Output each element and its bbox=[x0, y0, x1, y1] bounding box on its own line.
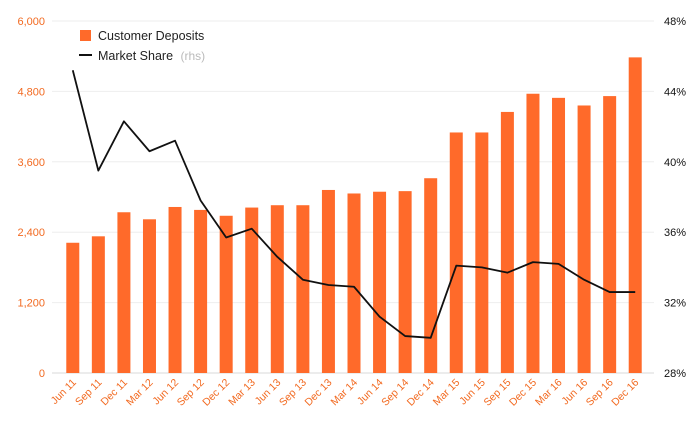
bar-sep-13 bbox=[296, 205, 310, 373]
left-axis-ticks: 0 1,200 2,400 3,600 4,800 6,000 bbox=[17, 16, 45, 380]
bar-sep-11 bbox=[91, 236, 105, 373]
bar-dec-13 bbox=[321, 189, 335, 373]
x-tick-label: Mar 16 bbox=[533, 377, 565, 409]
bar-mar-15 bbox=[449, 132, 463, 373]
left-tick-label: 0 bbox=[39, 368, 45, 380]
legend-label-market-share-name: Market Share bbox=[98, 49, 173, 63]
x-tick-label: Dec 15 bbox=[507, 377, 539, 409]
x-tick-label: Dec 16 bbox=[609, 377, 641, 409]
x-tick-label: Sep 12 bbox=[175, 377, 207, 409]
bar-sep-15 bbox=[500, 111, 514, 373]
right-tick-label: 32% bbox=[664, 298, 686, 310]
x-tick-label: Mar 15 bbox=[431, 377, 463, 409]
right-tick-label: 28% bbox=[664, 368, 686, 380]
bar-mar-14 bbox=[347, 193, 361, 373]
left-tick-label: 4,800 bbox=[17, 86, 45, 98]
x-tick-label: Sep 15 bbox=[481, 377, 513, 409]
legend-label-market-share-note: (rhs) bbox=[181, 49, 206, 63]
bar-dec-11 bbox=[117, 212, 131, 373]
right-axis-ticks: 28% 32% 36% 40% 44% 48% bbox=[664, 16, 686, 380]
left-tick-label: 3,600 bbox=[17, 157, 45, 169]
bar-jun-15 bbox=[475, 132, 489, 373]
right-tick-label: 44% bbox=[664, 86, 686, 98]
bar-jun-14 bbox=[373, 191, 387, 373]
bar-mar-12 bbox=[142, 219, 156, 373]
x-tick-label: Sep 11 bbox=[73, 377, 105, 409]
bar-sep-14 bbox=[398, 191, 412, 373]
x-tick-label: Dec 12 bbox=[200, 377, 232, 409]
x-tick-label: Mar 14 bbox=[329, 377, 361, 409]
x-tick-label: Dec 14 bbox=[405, 377, 437, 409]
bar-jun-11 bbox=[66, 242, 80, 373]
legend-label-market-share: Market Share (rhs) bbox=[98, 49, 205, 63]
market-share-line bbox=[71, 70, 636, 339]
bars bbox=[66, 57, 642, 374]
x-tick-label: Sep 13 bbox=[277, 377, 309, 409]
right-tick-label: 36% bbox=[664, 227, 686, 239]
bar-dec-14 bbox=[424, 178, 438, 373]
legend-swatch-customer-deposits bbox=[80, 30, 91, 41]
bar-sep-16 bbox=[603, 96, 617, 374]
legend-label-customer-deposits: Customer Deposits bbox=[98, 29, 204, 43]
left-tick-label: 1,200 bbox=[17, 298, 45, 310]
bar-dec-12 bbox=[219, 215, 233, 373]
x-tick-label: Dec 11 bbox=[99, 377, 131, 409]
bar-mar-13 bbox=[245, 207, 259, 373]
bar-sep-12 bbox=[194, 209, 208, 373]
bar-jun-16 bbox=[577, 105, 591, 373]
right-tick-label: 48% bbox=[664, 16, 686, 28]
x-tick-label: Mar 12 bbox=[124, 377, 156, 409]
x-tick-label: Sep 16 bbox=[584, 377, 616, 409]
right-tick-label: 40% bbox=[664, 157, 686, 169]
market-share-polyline bbox=[71, 70, 636, 339]
x-tick-label: Mar 13 bbox=[226, 377, 258, 409]
left-tick-label: 6,000 bbox=[17, 16, 45, 28]
bar-jun-12 bbox=[168, 206, 182, 373]
left-tick-label: 2,400 bbox=[17, 227, 45, 239]
legend: Customer Deposits Market Share (rhs) bbox=[79, 29, 205, 63]
bar-jun-13 bbox=[270, 205, 284, 373]
bar-dec-15 bbox=[526, 93, 540, 373]
bar-mar-16 bbox=[552, 97, 566, 373]
x-tick-label: Sep 14 bbox=[379, 377, 411, 409]
bar-dec-16 bbox=[628, 57, 642, 374]
x-tick-label: Dec 13 bbox=[303, 377, 335, 409]
